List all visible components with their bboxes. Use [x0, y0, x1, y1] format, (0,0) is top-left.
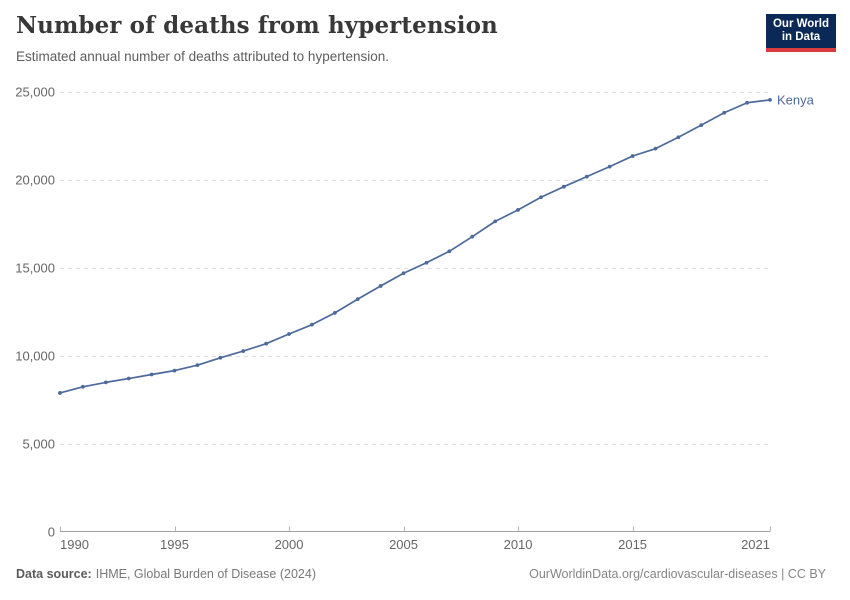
- data-point: [264, 341, 269, 346]
- data-point: [355, 297, 360, 302]
- data-point: [470, 234, 475, 239]
- data-point: [310, 322, 314, 327]
- data-point: [607, 164, 612, 169]
- data-point: [539, 195, 543, 200]
- data-point: [172, 368, 177, 373]
- y-axis-tick-label: 5,000: [22, 437, 55, 452]
- y-axis-tick-label: 20,000: [15, 173, 55, 188]
- data-point: [676, 135, 681, 140]
- data-point: [195, 363, 200, 368]
- x-axis-tick-label: 1995: [160, 537, 189, 552]
- data-point: [401, 271, 406, 276]
- series-line: [59, 99, 771, 394]
- owid-logo-line2: in Data: [781, 31, 821, 43]
- owid-logo-line1: Our World: [772, 17, 829, 30]
- data-source-label: Data source:: [16, 567, 92, 581]
- data-point: [768, 98, 772, 102]
- data-point: [447, 249, 452, 254]
- data-point: [745, 100, 749, 105]
- x-axis-tick-label: 2010: [504, 537, 533, 552]
- chart-footer: Data source: IHME, Global Burden of Disea…: [16, 567, 826, 581]
- data-point: [149, 372, 154, 377]
- chart-title: Number of deaths from hypertension: [16, 12, 498, 39]
- data-point: [58, 391, 62, 395]
- data-point: [424, 260, 429, 265]
- data-point: [516, 208, 520, 212]
- data-point: [561, 184, 566, 189]
- owid-logo[interactable]: Our World in Data: [766, 14, 836, 52]
- x-axis-tick-label: 2021: [741, 537, 770, 552]
- x-axis-tick-label: 2000: [275, 537, 304, 552]
- footer-citation-link[interactable]: OurWorldinData.org/cardiovascular-diseas…: [529, 567, 826, 581]
- data-point: [584, 174, 589, 179]
- data-point: [218, 355, 223, 360]
- data-point: [287, 332, 291, 336]
- data-point: [493, 219, 498, 224]
- y-axis-tick-label: 25,000: [15, 85, 55, 100]
- y-axis-tick-label: 0: [48, 525, 55, 540]
- data-point: [81, 384, 85, 389]
- data-point: [103, 380, 108, 385]
- data-point: [378, 284, 383, 288]
- y-axis-tick-label: 10,000: [15, 349, 55, 364]
- series-entity-label[interactable]: Kenya: [777, 92, 815, 107]
- data-source: Data source: IHME, Global Burden of Disea…: [16, 567, 316, 581]
- data-source-value: IHME, Global Burden of Disease (2024): [95, 567, 316, 581]
- chart-subtitle: Estimated annual number of deaths attrib…: [16, 49, 389, 64]
- y-axis-tick-label: 15,000: [15, 261, 55, 276]
- x-axis-tick-label: 2005: [389, 537, 418, 552]
- x-axis-tick-label: 2015: [618, 537, 647, 552]
- data-point: [699, 123, 704, 127]
- data-point: [630, 154, 635, 158]
- data-point: [126, 376, 131, 381]
- data-point: [332, 310, 337, 315]
- data-point: [722, 110, 727, 115]
- data-point: [653, 146, 658, 151]
- data-point: [241, 349, 246, 353]
- x-axis-tick-label: 1990: [60, 537, 89, 552]
